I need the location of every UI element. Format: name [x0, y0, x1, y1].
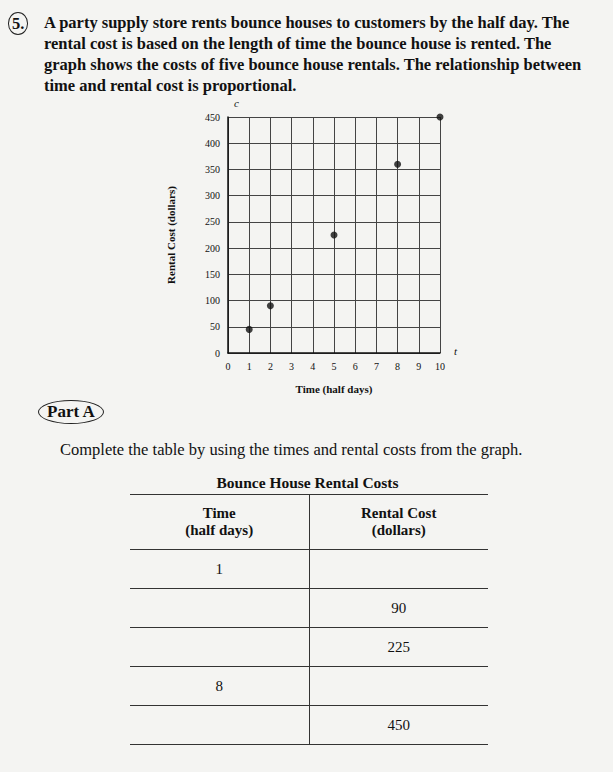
svg-text:150: 150 [205, 269, 220, 280]
svg-text:400: 400 [205, 138, 220, 149]
svg-text:9: 9 [416, 361, 421, 372]
svg-text:450: 450 [205, 112, 220, 123]
svg-text:5: 5 [332, 361, 337, 372]
html-text:Bounce House Rental Costs: Bounce House Rental Costs [216, 474, 399, 491]
html-text:A party supply store rents bou: A party supply store rents bounce houses… [44, 13, 582, 95]
svg-text:Rental Cost (dollars): Rental Cost (dollars) [165, 186, 178, 284]
html-text:225: 225 [387, 638, 410, 655]
svg-text:300: 300 [205, 190, 220, 201]
svg-text:250: 250 [205, 216, 220, 227]
html-text:5.: 5. [12, 14, 25, 33]
svg-text:8: 8 [395, 361, 400, 372]
html-text:Part A: Part A [47, 402, 95, 421]
svg-text:350: 350 [205, 164, 220, 175]
svg-text:0: 0 [215, 348, 220, 359]
html-text:1: 1 [215, 560, 223, 577]
svg-text:6: 6 [353, 361, 358, 372]
html-text:(half days): (half days) [185, 522, 254, 538]
html-text:(dollars): (dollars) [371, 522, 426, 538]
svg-text:100: 100 [205, 295, 220, 306]
svg-text:c: c [234, 97, 239, 109]
svg-text:50: 50 [210, 321, 220, 332]
html-text:Time: Time [202, 505, 236, 521]
svg-text:10: 10 [435, 361, 445, 372]
svg-text:t: t [454, 345, 458, 357]
html-text:450: 450 [387, 716, 410, 733]
svg-text:0: 0 [226, 361, 231, 372]
html-text:Complete the table by using th: Complete the table by using the times an… [60, 440, 523, 459]
svg-text:1: 1 [247, 361, 252, 372]
svg-text:4: 4 [310, 361, 315, 372]
html-text:8: 8 [215, 677, 223, 694]
svg-text:200: 200 [205, 243, 220, 254]
svg-text:2: 2 [268, 361, 273, 372]
svg-text:7: 7 [374, 361, 379, 372]
svg-text:3: 3 [289, 361, 294, 372]
svg-text:Time (half days): Time (half days) [296, 383, 373, 396]
html-text:Rental Cost: Rental Cost [361, 505, 437, 521]
html-text:90: 90 [391, 599, 407, 616]
